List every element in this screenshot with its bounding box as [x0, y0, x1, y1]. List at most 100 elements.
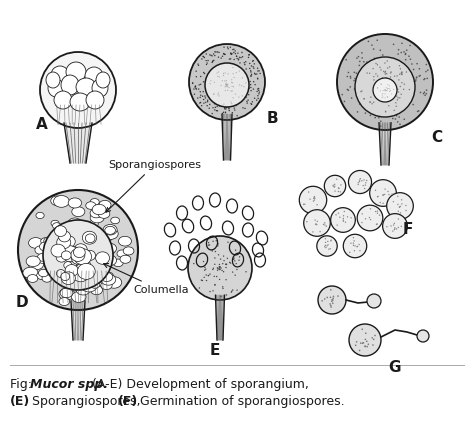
Text: Columella: Columella	[104, 264, 189, 295]
Circle shape	[400, 92, 401, 93]
Circle shape	[370, 208, 371, 209]
Circle shape	[379, 67, 381, 69]
Ellipse shape	[73, 271, 86, 280]
Circle shape	[392, 84, 393, 85]
Circle shape	[383, 88, 384, 89]
Circle shape	[394, 89, 396, 91]
Ellipse shape	[71, 249, 85, 261]
Ellipse shape	[56, 253, 67, 262]
Ellipse shape	[77, 264, 95, 280]
Circle shape	[353, 80, 355, 81]
Circle shape	[258, 90, 259, 91]
Ellipse shape	[91, 205, 100, 212]
Circle shape	[221, 270, 223, 271]
Circle shape	[346, 89, 348, 90]
Circle shape	[226, 264, 227, 265]
Circle shape	[349, 86, 351, 88]
Circle shape	[410, 97, 411, 99]
Ellipse shape	[105, 225, 114, 232]
Circle shape	[200, 94, 201, 96]
Circle shape	[375, 63, 377, 64]
Circle shape	[232, 112, 233, 113]
Circle shape	[359, 103, 360, 105]
Circle shape	[378, 117, 380, 118]
Circle shape	[239, 256, 240, 258]
Ellipse shape	[99, 275, 110, 283]
Circle shape	[373, 87, 374, 88]
Circle shape	[370, 102, 371, 103]
Circle shape	[383, 78, 385, 80]
Circle shape	[392, 67, 394, 69]
Circle shape	[386, 80, 387, 82]
Ellipse shape	[106, 277, 122, 288]
Circle shape	[299, 186, 327, 214]
Circle shape	[388, 86, 389, 88]
Circle shape	[383, 82, 384, 84]
Circle shape	[397, 53, 399, 55]
Circle shape	[324, 298, 326, 300]
Circle shape	[210, 55, 212, 56]
Circle shape	[225, 86, 226, 88]
Circle shape	[254, 73, 255, 74]
Ellipse shape	[68, 247, 80, 258]
Circle shape	[257, 70, 259, 71]
Circle shape	[388, 83, 389, 84]
Circle shape	[401, 107, 402, 108]
Circle shape	[380, 87, 382, 88]
Circle shape	[192, 83, 193, 84]
Circle shape	[365, 93, 366, 95]
Circle shape	[365, 112, 366, 114]
Circle shape	[365, 184, 366, 186]
Circle shape	[415, 79, 417, 81]
Circle shape	[393, 44, 394, 45]
Circle shape	[401, 71, 402, 73]
Circle shape	[223, 73, 224, 74]
Circle shape	[401, 203, 402, 205]
Circle shape	[378, 80, 379, 82]
Circle shape	[220, 58, 222, 59]
Ellipse shape	[76, 78, 96, 96]
Circle shape	[387, 67, 388, 69]
Circle shape	[331, 300, 333, 302]
Circle shape	[380, 91, 382, 93]
Circle shape	[372, 344, 374, 346]
Circle shape	[253, 68, 255, 69]
Circle shape	[335, 214, 337, 216]
Circle shape	[392, 118, 393, 119]
Circle shape	[211, 113, 213, 114]
Circle shape	[239, 57, 240, 58]
Circle shape	[405, 54, 406, 55]
Ellipse shape	[89, 227, 97, 233]
Circle shape	[226, 85, 227, 87]
Circle shape	[338, 188, 340, 189]
Circle shape	[387, 82, 388, 84]
Ellipse shape	[59, 288, 75, 300]
Circle shape	[334, 184, 336, 185]
Circle shape	[237, 102, 238, 104]
Circle shape	[393, 110, 395, 111]
Circle shape	[226, 84, 228, 85]
Circle shape	[383, 80, 385, 82]
Circle shape	[366, 346, 368, 347]
Circle shape	[384, 72, 386, 73]
Circle shape	[200, 102, 201, 103]
Circle shape	[226, 83, 227, 85]
Circle shape	[381, 89, 383, 90]
Circle shape	[380, 49, 381, 51]
Circle shape	[382, 95, 383, 96]
Circle shape	[409, 45, 411, 46]
Circle shape	[254, 63, 255, 65]
Circle shape	[376, 59, 377, 61]
Circle shape	[354, 240, 355, 242]
Circle shape	[192, 82, 193, 83]
Circle shape	[228, 108, 230, 110]
Circle shape	[206, 53, 207, 55]
Circle shape	[390, 79, 392, 80]
Circle shape	[382, 91, 383, 93]
Circle shape	[388, 93, 390, 95]
Circle shape	[384, 81, 386, 83]
Circle shape	[384, 97, 386, 99]
Circle shape	[195, 86, 196, 88]
Circle shape	[219, 279, 220, 280]
Circle shape	[396, 92, 397, 93]
